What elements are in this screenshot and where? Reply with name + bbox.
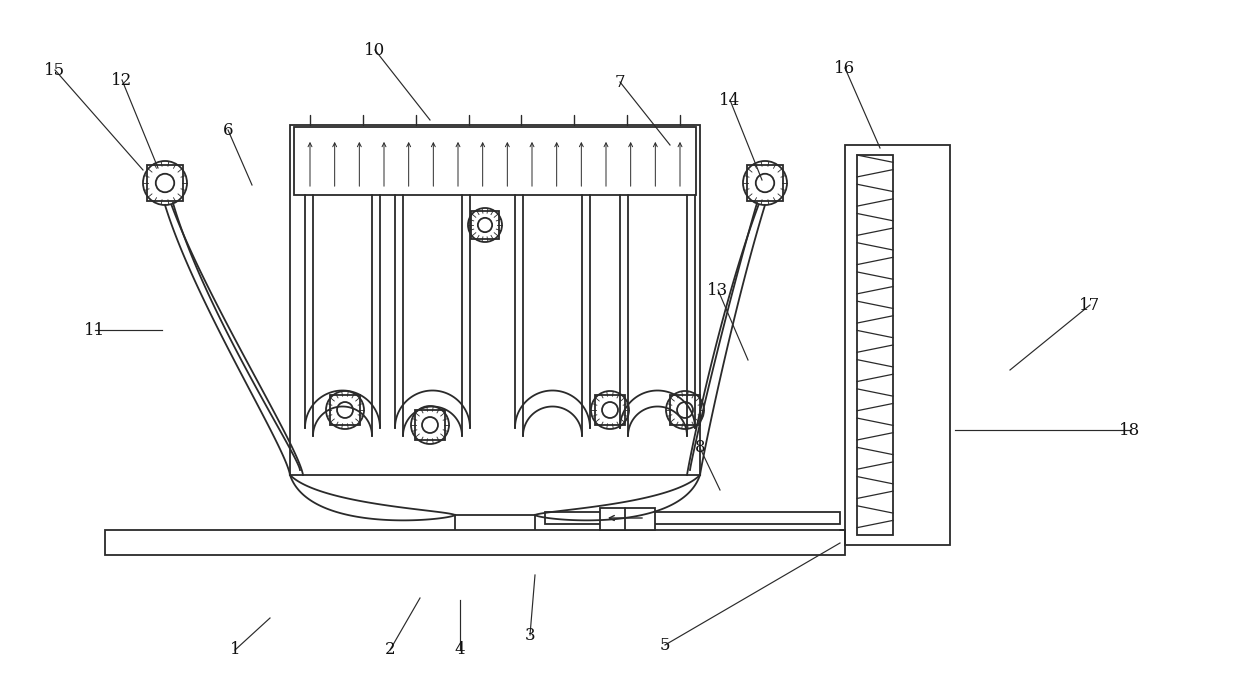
Text: 7: 7 <box>615 74 625 90</box>
Text: 18: 18 <box>1120 421 1141 439</box>
Bar <box>471 212 498 239</box>
Bar <box>857 155 893 535</box>
Text: 4: 4 <box>455 641 465 659</box>
Bar <box>105 530 844 555</box>
Text: 1: 1 <box>229 641 241 659</box>
Text: 10: 10 <box>365 42 386 58</box>
Bar <box>455 515 534 540</box>
Text: 6: 6 <box>223 121 233 139</box>
Bar <box>844 145 950 545</box>
Text: 12: 12 <box>112 71 133 89</box>
Text: 8: 8 <box>694 439 706 457</box>
Text: 2: 2 <box>384 641 396 659</box>
Bar <box>294 127 696 195</box>
Text: 3: 3 <box>525 627 536 643</box>
Text: 16: 16 <box>835 60 856 76</box>
Bar <box>595 395 625 425</box>
Bar <box>516 540 529 553</box>
Bar <box>330 395 360 425</box>
Bar <box>460 540 474 553</box>
Bar <box>415 409 445 440</box>
Bar <box>600 508 655 530</box>
Text: 11: 11 <box>84 321 105 339</box>
Text: 15: 15 <box>45 62 66 78</box>
Bar <box>148 165 182 201</box>
Text: 13: 13 <box>707 282 729 298</box>
Bar <box>546 512 839 524</box>
Bar <box>748 165 782 201</box>
Bar <box>290 125 701 475</box>
Text: 14: 14 <box>719 92 740 108</box>
Text: 17: 17 <box>1079 296 1101 314</box>
Bar <box>670 395 701 425</box>
Text: 5: 5 <box>660 636 671 654</box>
